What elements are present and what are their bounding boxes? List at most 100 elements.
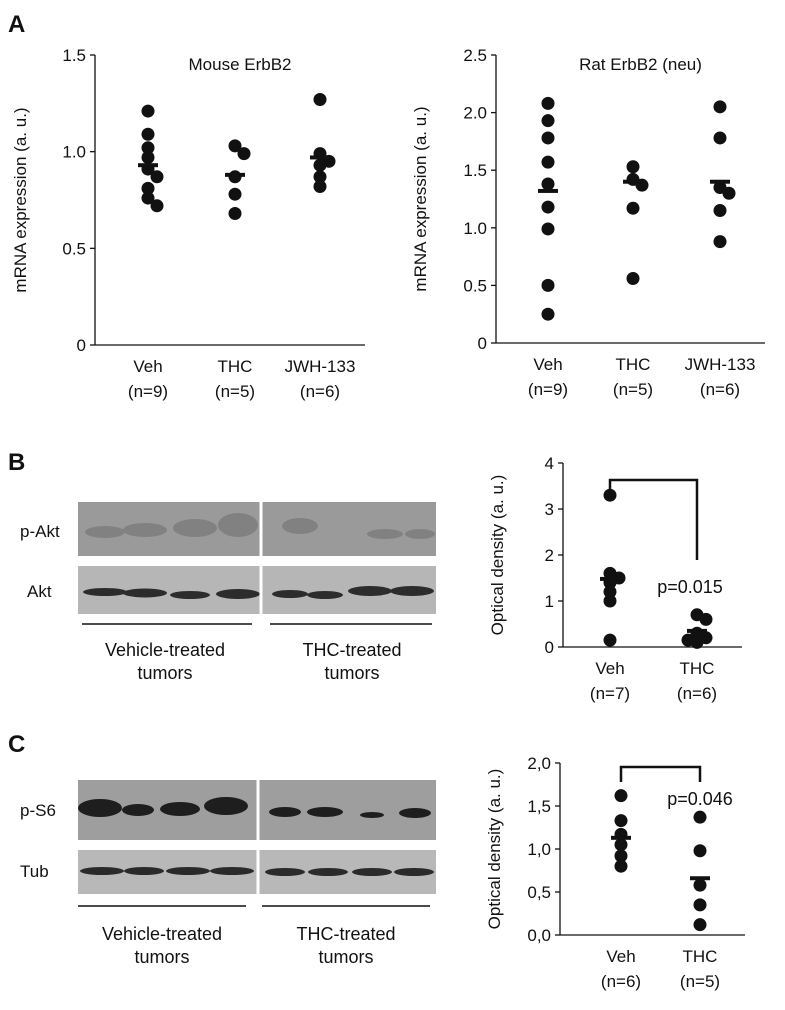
panel-letter-a: A	[8, 11, 25, 38]
y-axis-label: mRNA expression (a. u.)	[11, 107, 30, 292]
y-tick-label: 0	[545, 638, 554, 657]
chart-title: Mouse ErbB2	[189, 55, 292, 74]
blot-panel-b: p-Akt Akt Vehicle-treated tumors THC-trea…	[20, 498, 436, 683]
mean-bar	[138, 163, 158, 168]
data-point	[228, 139, 242, 153]
data-point	[693, 878, 707, 892]
x-tick-label: THC	[680, 659, 715, 678]
y-tick-label: 0,0	[527, 926, 551, 945]
blot-label-ps6: p-S6	[20, 801, 56, 820]
data-point	[626, 160, 640, 174]
p-value-label: p=0.046	[667, 789, 733, 809]
data-point	[237, 147, 251, 161]
mean-bar	[600, 576, 620, 581]
group-label-vehicle-b: Vehicle-treated tumors	[105, 640, 225, 683]
chart-optical-density-pakt: 0 1 2 3 4 Optical density (a. u.) Veh (n=7) THC (…	[488, 454, 742, 703]
y-axis-label: mRNA expression (a. u.)	[411, 106, 430, 291]
data-point	[541, 114, 555, 128]
blot-label-tub: Tub	[20, 862, 49, 881]
data-point	[150, 170, 164, 184]
data-point	[228, 187, 242, 201]
x-tick-label: Veh	[133, 357, 162, 376]
x-tick-n-label: (n=7)	[590, 684, 630, 703]
data-point	[541, 155, 555, 169]
y-tick-label: 0	[77, 336, 86, 355]
x-tick-label: Veh	[606, 947, 635, 966]
data-point	[541, 278, 555, 292]
y-tick-label: 3	[545, 500, 554, 519]
y-tick-label: 1.5	[463, 161, 487, 180]
data-point	[141, 127, 155, 141]
y-tick-label: 1,5	[527, 797, 551, 816]
y-tick-label: 1.0	[463, 219, 487, 238]
data-point	[626, 271, 640, 285]
y-tick-label: 0.5	[463, 276, 487, 295]
data-point	[541, 200, 555, 214]
data-point	[614, 838, 628, 852]
data-point	[693, 918, 707, 932]
x-tick-label: JWH-133	[285, 357, 356, 376]
panel-letter-b: B	[8, 449, 25, 476]
x-tick-label: THC	[683, 947, 718, 966]
data-point	[713, 235, 727, 249]
data-point	[722, 186, 736, 200]
data-point	[141, 191, 155, 205]
data-point	[313, 158, 327, 172]
data-point	[603, 585, 617, 599]
y-axis-label: Optical density (a. u.)	[488, 475, 507, 636]
data-point	[141, 150, 155, 164]
data-point	[603, 488, 617, 502]
mean-bar	[710, 179, 730, 184]
y-tick-label: 0.5	[62, 239, 86, 258]
y-tick-label: 4	[545, 454, 554, 473]
x-tick-n-label: (n=6)	[601, 972, 641, 991]
x-tick-n-label: (n=6)	[300, 382, 340, 401]
mean-bar	[687, 628, 707, 633]
chart-title: Rat ErbB2 (neu)	[579, 55, 702, 74]
group-label-vehicle-c: Vehicle-treated tumors	[102, 924, 222, 967]
data-point	[693, 898, 707, 912]
x-tick-label: Veh	[533, 355, 562, 374]
data-point	[313, 179, 327, 193]
x-tick-n-label: (n=6)	[700, 380, 740, 399]
mean-bar	[310, 155, 330, 160]
data-point	[614, 789, 628, 803]
blot-panel-c: p-S6 Tub Vehicle-treated tumors THC-treat…	[20, 776, 436, 967]
x-tick-n-label: (n=9)	[528, 380, 568, 399]
data-point	[626, 201, 640, 215]
x-tick-n-label: (n=5)	[680, 972, 720, 991]
data-point	[228, 207, 242, 221]
data-point	[713, 204, 727, 218]
x-tick-n-label: (n=5)	[613, 380, 653, 399]
data-point	[313, 170, 327, 184]
data-point	[690, 635, 704, 649]
group-label-thc-b: THC-treated tumors	[302, 640, 401, 683]
panel-letter-c: C	[8, 731, 25, 758]
data-point	[614, 849, 628, 863]
data-point	[713, 100, 727, 114]
x-tick-label: THC	[616, 355, 651, 374]
mean-bar	[623, 179, 643, 184]
x-tick-n-label: (n=5)	[215, 382, 255, 401]
data-point	[603, 633, 617, 647]
x-tick-label: JWH-133	[685, 355, 756, 374]
data-point	[541, 131, 555, 145]
mean-bar	[225, 172, 245, 177]
data-point	[693, 844, 707, 858]
data-point	[313, 92, 327, 106]
chart-rat-erbb2: 0 0.5 1.0 1.5 2.0 2.5 mRNA expression (a. u.) R…	[411, 46, 765, 399]
y-tick-label: 1.0	[62, 143, 86, 162]
y-tick-label: 1	[545, 592, 554, 611]
x-tick-label: THC	[218, 357, 253, 376]
data-point	[141, 141, 155, 155]
y-axis-label: Optical density (a. u.)	[485, 769, 504, 930]
data-point	[699, 612, 713, 626]
mean-bar	[611, 835, 631, 840]
chart-mouse-erbb2: 0 0.5 1.0 1.5 mRNA expression (a. u.) Mouse E…	[11, 46, 365, 401]
data-point	[693, 810, 707, 824]
y-tick-label: 1,0	[527, 840, 551, 859]
data-point	[150, 199, 164, 213]
x-tick-label: Veh	[595, 659, 624, 678]
data-point	[541, 96, 555, 110]
